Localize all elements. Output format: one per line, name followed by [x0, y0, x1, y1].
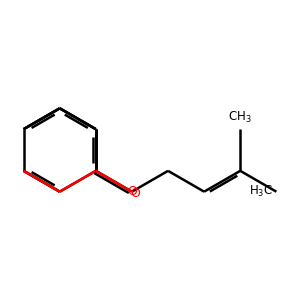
Text: O: O [127, 185, 137, 198]
Text: CH$_3$: CH$_3$ [228, 110, 252, 125]
Text: O: O [130, 187, 140, 200]
Text: H$_3$C: H$_3$C [249, 184, 273, 199]
